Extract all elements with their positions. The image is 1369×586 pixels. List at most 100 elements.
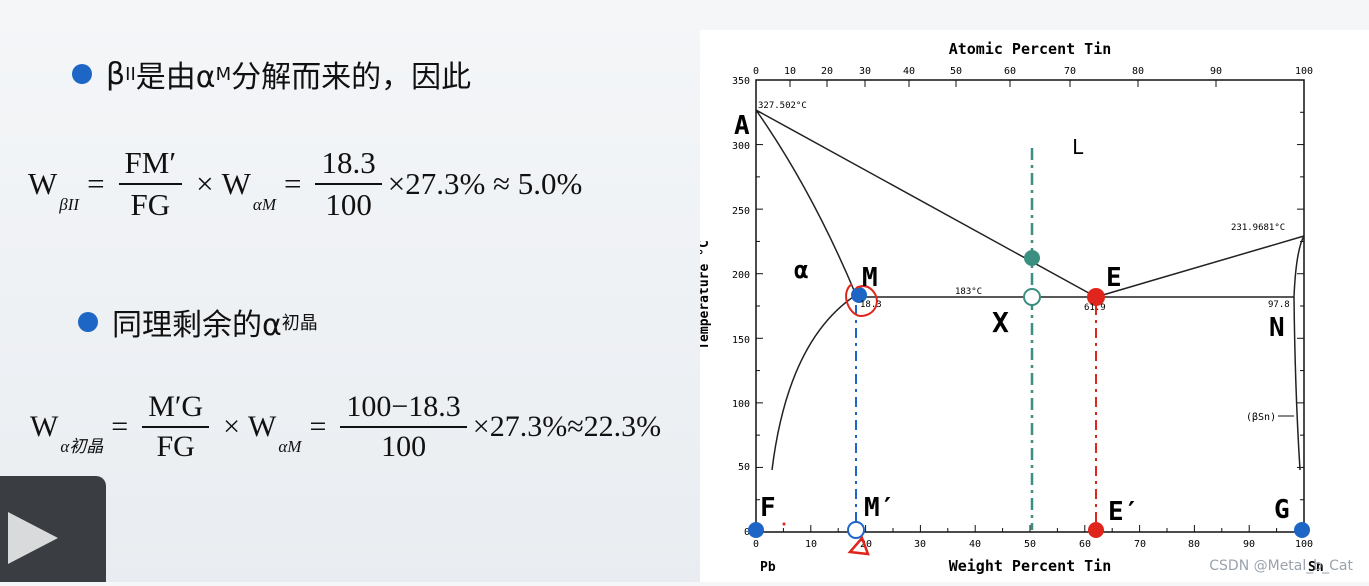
y-tick-350: 350 — [732, 76, 750, 87]
top-tick-10: 10 — [784, 66, 796, 77]
bullet-dot — [72, 64, 92, 84]
red-dot-annotation — [782, 522, 786, 526]
phase-diagram-panel: Atomic Percent Tin Weight Percent Tin Te… — [697, 30, 1369, 582]
red-circle-annotation — [845, 283, 878, 318]
label-x: X — [992, 306, 1009, 339]
fraction-100-minus-18-3: 100−18.3 100 — [340, 390, 467, 464]
n-composition: 97.8 — [1268, 300, 1290, 310]
point-f — [748, 522, 764, 538]
text-middle-sub: M — [215, 63, 232, 85]
solidus-right — [1293, 235, 1305, 298]
label-alpha: α — [794, 256, 808, 284]
plot-frame — [755, 79, 1305, 533]
point-m — [851, 287, 867, 303]
red-triangle-annotation — [847, 535, 870, 556]
y-tick-0: 0 — [744, 527, 750, 538]
equals-sign: = — [111, 410, 129, 443]
beta-sn-label: (βSn) — [1246, 412, 1276, 423]
fraction-18-3-100: 18.3 100 — [315, 145, 382, 223]
top-tick-30: 30 — [859, 66, 871, 77]
top-tick-80: 80 — [1132, 66, 1144, 77]
y-tick-250: 250 — [732, 206, 750, 217]
y-axis-title: Temperature °C — [700, 240, 712, 350]
fraction-mg-fg: M′G FG — [142, 390, 210, 464]
bottom-tick-30: 30 — [914, 539, 926, 550]
pb-melting-point: 327.502°C — [758, 101, 807, 111]
bottom-tick-20: 20 — [860, 539, 872, 550]
bullet-dot — [78, 312, 98, 332]
bottom-axis-title: Weight Percent Tin — [949, 557, 1112, 575]
point-mprime — [847, 521, 865, 539]
text-prefix: 同理剩余的α — [112, 308, 282, 343]
point-eprime — [1088, 522, 1104, 538]
bottom-tick-90: 90 — [1243, 539, 1255, 550]
liquidus-left — [755, 109, 1097, 298]
sn-label: Sn — [1308, 560, 1324, 575]
bottom-tick-40: 40 — [969, 539, 981, 550]
fraction-fm-fg: FM′ FG — [118, 145, 183, 223]
label-n: N — [1269, 313, 1285, 343]
solvus-left — [771, 294, 857, 471]
solvus-right — [1293, 296, 1301, 471]
pb-label: Pb — [760, 560, 776, 575]
equation-result: ×27.3% ≈ 5.0% — [387, 166, 583, 201]
top-tick-0: 0 — [753, 66, 759, 77]
times-sign: × — [196, 166, 214, 201]
phase-diagram: Atomic Percent Tin Weight Percent Tin Te… — [697, 40, 1324, 575]
equals-sign-2: = — [309, 410, 327, 443]
m-composition: 18.3 — [860, 300, 882, 310]
label-e: E — [1106, 263, 1122, 293]
label-l: L — [1072, 135, 1084, 159]
point-e — [1087, 288, 1105, 306]
liquidus-right — [1095, 235, 1305, 298]
watermark: CSDN @Metal_b_Cat — [1209, 558, 1353, 574]
equals-sign-2: = — [283, 166, 302, 201]
y-tick-50: 50 — [738, 462, 750, 473]
text-beta: β — [106, 56, 126, 92]
label-f: F — [760, 493, 776, 523]
bullet-alpha-primary: 同理剩余的α 初晶 — [78, 300, 318, 344]
bottom-tick-50: 50 — [1024, 539, 1036, 550]
y-tick-100: 100 — [732, 399, 750, 410]
bottom-tick-100: 100 — [1295, 539, 1313, 550]
bottom-tick-60: 60 — [1079, 539, 1091, 550]
top-tick-40: 40 — [903, 66, 915, 77]
top-tick-50: 50 — [950, 66, 962, 77]
label-a: A — [734, 111, 750, 141]
sn-melting-point: 231.9681°C — [1231, 223, 1285, 233]
video-play-button[interactable] — [0, 476, 106, 582]
text-beta-sub: II — [125, 63, 136, 85]
text-middle: 是由α — [135, 60, 216, 95]
solidus-left — [755, 109, 857, 296]
top-tick-70: 70 — [1064, 66, 1076, 77]
top-axis-title: Atomic Percent Tin — [949, 40, 1112, 58]
point-g — [1294, 522, 1310, 538]
y-tick-150: 150 — [732, 335, 750, 346]
bottom-tick-80: 80 — [1188, 539, 1200, 550]
top-tick-90: 90 — [1210, 66, 1222, 77]
times-sign: × — [223, 410, 241, 443]
label-g: G — [1274, 495, 1290, 525]
top-tick-20: 20 — [821, 66, 833, 77]
label-mprime: M′ — [864, 493, 895, 523]
e-composition: 61.9 — [1084, 303, 1106, 313]
equals-sign: = — [87, 166, 105, 201]
bottom-tick-10: 10 — [805, 539, 817, 550]
text-suffix: 分解而来的，因此 — [231, 60, 472, 95]
text-prefix-sub: 初晶 — [281, 313, 318, 334]
point-x — [1023, 288, 1041, 306]
y-tick-200: 200 — [732, 270, 750, 281]
play-icon — [8, 512, 58, 564]
point-liquidus-x — [1024, 250, 1040, 266]
label-eprime: E′ — [1108, 497, 1139, 527]
top-tick-100: 100 — [1295, 66, 1313, 77]
bottom-tick-0: 0 — [753, 539, 759, 550]
top-tick-60: 60 — [1004, 66, 1016, 77]
bullet-beta-ii: β II 是由α M 分解而来的，因此 — [72, 52, 471, 96]
